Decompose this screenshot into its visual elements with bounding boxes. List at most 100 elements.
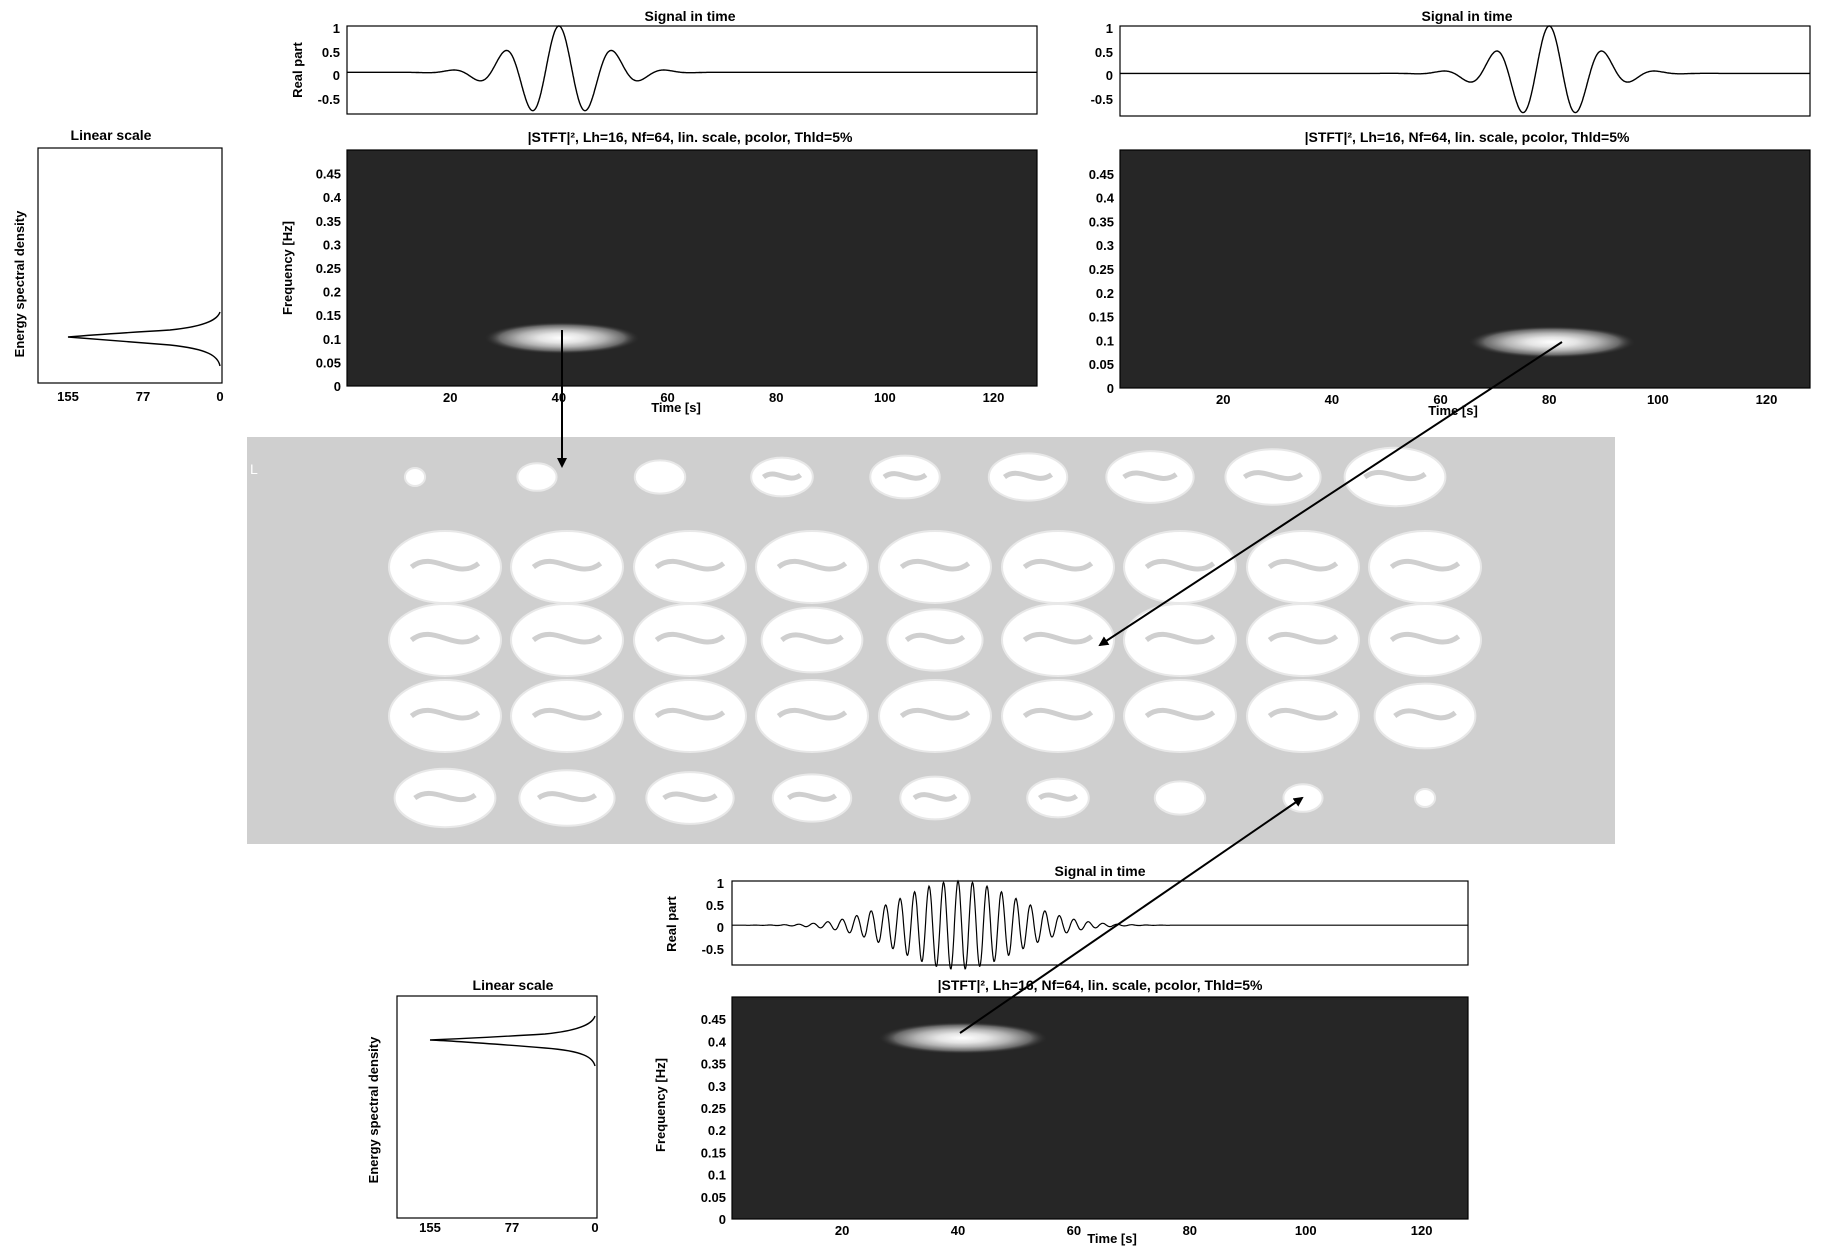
stft-xtick: 20	[443, 390, 457, 405]
stft-title: |STFT|², Lh=16, Nf=64, lin. scale, pcolo…	[528, 129, 853, 145]
top-left-stft-panel: |STFT|², Lh=16, Nf=64, lin. scale, pcolo…	[280, 129, 1038, 415]
signal-title: Signal in time	[644, 8, 735, 24]
brain-sulcus	[409, 558, 481, 572]
brain-sulcus	[1002, 470, 1054, 481]
signal-ytick: 0.5	[706, 898, 724, 913]
signal-ytick: 0	[333, 68, 340, 83]
stft-xtick: 40	[552, 390, 566, 405]
stft-ytick: 0.25	[1089, 262, 1114, 277]
stft-xtick: 60	[1067, 1223, 1081, 1238]
stft-ytick: 0.15	[316, 308, 341, 323]
stft-ytick: 0.15	[1089, 310, 1114, 325]
signal-ytick: 0.5	[1095, 45, 1113, 60]
stft-xtick: 120	[983, 390, 1005, 405]
brain-sulcus	[654, 707, 726, 721]
brain-slice-image	[1153, 780, 1207, 816]
brain-sulcus	[776, 707, 848, 721]
signal-ytick: 1	[717, 876, 724, 891]
signal-ytick: -0.5	[318, 92, 340, 107]
signal-ytick: -0.5	[702, 942, 724, 957]
stft-title: |STFT|², Lh=16, Nf=64, lin. scale, pcolo…	[938, 977, 1263, 993]
bottom-stft-panel: |STFT|², Lh=16, Nf=64, lin. scale, pcolo…	[653, 977, 1469, 1246]
stft-ytick: 0	[1107, 381, 1114, 396]
signal-ytick: 1	[1106, 21, 1113, 36]
stft-xtick: 60	[1433, 392, 1447, 407]
signal-waveform	[732, 879, 1468, 970]
signal-ytick: 0	[717, 920, 724, 935]
brain-sulcus	[1144, 707, 1216, 721]
brain-sulcus	[1267, 558, 1339, 572]
spectrum-ylabel: Energy spectral density	[366, 1036, 381, 1183]
stft-ytick: 0.3	[1096, 238, 1114, 253]
brain-slice-image	[403, 466, 427, 488]
brain-sulcus	[904, 632, 966, 645]
brain-sulcus	[780, 632, 844, 645]
spectrum-xtick: 0	[591, 1220, 598, 1235]
arrow-bottom	[959, 796, 1304, 1034]
stft-xtick: 80	[1183, 1223, 1197, 1238]
brain-sulcus	[662, 791, 718, 802]
brain-sulcus	[761, 471, 803, 481]
stft-ytick: 0.15	[701, 1145, 726, 1160]
stft-ytick: 0.2	[1096, 286, 1114, 301]
brain-slice-montage: L	[247, 437, 1615, 844]
signal-ylabel: Real part	[664, 896, 679, 952]
stft-xlabel: Time [s]	[1087, 1231, 1137, 1246]
spectrum-axes-box	[396, 995, 598, 1219]
stft-ylabel: Frequency [Hz]	[653, 1058, 668, 1152]
stft-ylabel: Frequency [Hz]	[280, 221, 295, 315]
signal-axes-box	[346, 25, 1038, 115]
montage-corner-label: L	[250, 461, 258, 477]
brain-sulcus	[1022, 631, 1094, 645]
signal-ytick: -0.5	[1091, 92, 1113, 107]
brain-sulcus	[409, 631, 481, 645]
signal-axes-box	[731, 880, 1469, 966]
signal-waveform	[1120, 25, 1810, 114]
brain-sulcus	[912, 792, 958, 802]
top-right-stft-panel: |STFT|², Lh=16, Nf=64, lin. scale, pcolo…	[1089, 129, 1811, 418]
brain-sulcus	[1122, 470, 1178, 481]
stft-ytick: 0.35	[316, 214, 341, 229]
brain-sulcus	[786, 791, 838, 802]
brain-sulcus	[654, 558, 726, 572]
stft-ytick: 0	[334, 379, 341, 394]
spectrum-xtick: 77	[505, 1220, 519, 1235]
top-left-signal-panel: Signal in time Real part 1 0.5 0 -0.5	[290, 8, 1038, 115]
brain-sulcus	[1267, 707, 1339, 721]
brain-sulcus	[882, 471, 928, 481]
brain-sulcus	[1144, 558, 1216, 572]
brain-sulcus	[899, 558, 971, 572]
signal-ytick: 1	[333, 21, 340, 36]
bottom-signal-panel: Signal in time Real part 1 0.5 0 -0.5	[664, 863, 1469, 970]
spectrum-ylabel: Energy spectral density	[12, 210, 27, 357]
arrow-top-right	[1098, 341, 1563, 647]
spectrum-curve	[429, 1015, 596, 1067]
stft-energy-peak	[1468, 326, 1636, 358]
brain-sulcus	[1389, 631, 1461, 645]
signal-waveform	[347, 25, 1037, 112]
stft-ytick: 0.1	[708, 1168, 726, 1183]
stft-xtick: 100	[1647, 392, 1669, 407]
brain-sulcus	[531, 631, 603, 645]
brain-sulcus	[409, 707, 481, 721]
top-right-signal-panel: Signal in time 1 0.5 0 -0.5	[1091, 8, 1811, 117]
spectrum-axes-box	[37, 147, 223, 384]
signal-ytick: 0.5	[322, 45, 340, 60]
signal-title: Signal in time	[1054, 863, 1145, 879]
stft-ytick: 0.4	[708, 1034, 727, 1049]
stft-ytick: 0.4	[1096, 191, 1115, 206]
stft-ytick: 0.2	[708, 1123, 726, 1138]
stft-xtick: 40	[951, 1223, 965, 1238]
brain-sulcus	[1037, 792, 1079, 802]
stft-xlabel: Time [s]	[1428, 403, 1478, 418]
annotation-arrows	[557, 330, 1563, 1034]
spectrum-xtick: 155	[419, 1220, 441, 1235]
stft-ytick: 0.05	[316, 355, 341, 370]
stft-xtick: 60	[660, 390, 674, 405]
brain-sulcus	[1144, 631, 1216, 645]
stft-xtick: 120	[1756, 392, 1778, 407]
brain-sulcus	[1389, 558, 1461, 572]
stft-xtick: 80	[769, 390, 783, 405]
signal-ylabel: Real part	[290, 42, 305, 98]
brain-sulcus	[531, 707, 603, 721]
